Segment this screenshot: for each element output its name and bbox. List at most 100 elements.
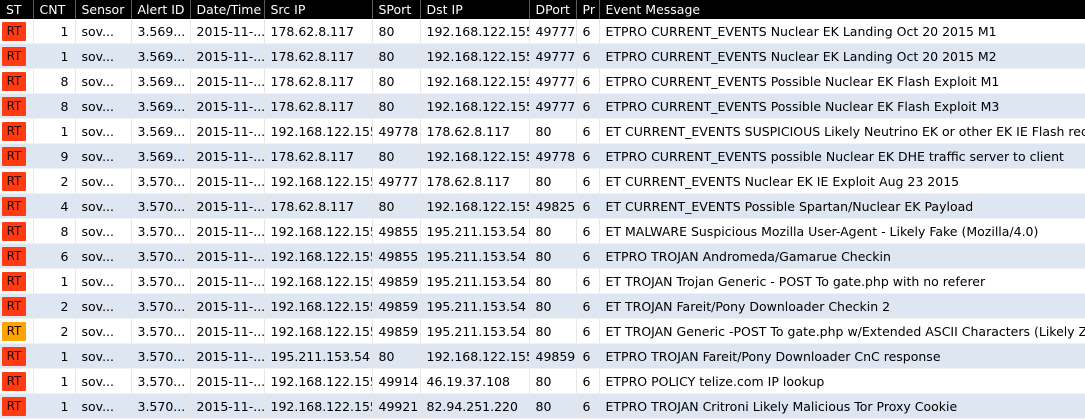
cell-src-port[interactable]: 80 — [372, 19, 421, 44]
cell-src-ip[interactable]: 178.62.8.117 — [264, 93, 373, 119]
table-row[interactable]: RT 1 sov... 3.569... 2015-11-... 178.62.8.117… — [0, 19, 1085, 44]
cell-dst-port[interactable]: 80 — [529, 168, 577, 194]
cell-count[interactable]: 2 — [33, 318, 76, 344]
cell-status[interactable]: RT — [0, 318, 34, 344]
cell-dst-port[interactable]: 49859 — [529, 343, 577, 369]
cell-status[interactable]: RT — [0, 168, 34, 194]
cell-event-message[interactable]: ET CURRENT_EVENTS Possible Spartan/Nucle… — [599, 193, 1085, 219]
cell-datetime[interactable]: 2015-11-... — [190, 218, 265, 244]
cell-dst-port[interactable]: 49825 — [529, 193, 577, 219]
cell-alert-id[interactable]: 3.570... — [131, 268, 191, 294]
cell-src-ip[interactable]: 192.168.122.155 — [264, 293, 373, 319]
cell-protocol[interactable]: 6 — [576, 43, 600, 69]
cell-count[interactable]: 4 — [33, 193, 76, 219]
cell-dst-port[interactable]: 80 — [529, 118, 577, 144]
table-row[interactable]: RT 1 sov... 3.570... 2015-11-... 192.168.122.… — [0, 368, 1085, 394]
cell-src-ip[interactable]: 192.168.122.155 — [264, 168, 373, 194]
table-row[interactable]: RT 8 sov... 3.569... 2015-11-... 178.62.8.117… — [0, 68, 1085, 94]
cell-src-port[interactable]: 49859 — [372, 268, 421, 294]
cell-protocol[interactable]: 6 — [576, 393, 600, 419]
cell-src-port[interactable]: 80 — [372, 43, 421, 69]
cell-src-port[interactable]: 80 — [372, 68, 421, 94]
cell-count[interactable]: 9 — [33, 143, 76, 169]
cell-sensor[interactable]: sov... — [75, 243, 132, 269]
cell-protocol[interactable]: 6 — [576, 318, 600, 344]
cell-alert-id[interactable]: 3.570... — [131, 393, 191, 419]
cell-protocol[interactable]: 6 — [576, 368, 600, 394]
cell-dst-ip[interactable]: 192.168.122.155 — [420, 193, 530, 219]
cell-dst-port[interactable]: 49777 — [529, 93, 577, 119]
cell-src-ip[interactable]: 178.62.8.117 — [264, 43, 373, 69]
cell-alert-id[interactable]: 3.569... — [131, 68, 191, 94]
cell-src-ip[interactable]: 178.62.8.117 — [264, 143, 373, 169]
cell-count[interactable]: 2 — [33, 168, 76, 194]
cell-datetime[interactable]: 2015-11-... — [190, 318, 265, 344]
column-header-sensor[interactable]: Sensor — [75, 0, 132, 19]
cell-datetime[interactable]: 2015-11-... — [190, 368, 265, 394]
cell-event-message[interactable]: ET TROJAN Fareit/Pony Downloader Checkin… — [599, 293, 1085, 319]
cell-event-message[interactable]: ET MALWARE Suspicious Mozilla User-Agent… — [599, 218, 1085, 244]
cell-dst-port[interactable]: 49777 — [529, 19, 577, 44]
cell-event-message[interactable]: ETPRO CURRENT_EVENTS Nuclear EK Landing … — [599, 43, 1085, 69]
cell-event-message[interactable]: ETPRO CURRENT_EVENTS Nuclear EK Landing … — [599, 19, 1085, 44]
table-row[interactable]: RT 2 sov... 3.570... 2015-11-... 192.168.122.… — [0, 168, 1085, 194]
cell-status[interactable]: RT — [0, 143, 34, 169]
column-header-pr[interactable]: Pr — [576, 0, 600, 19]
cell-protocol[interactable]: 6 — [576, 343, 600, 369]
cell-datetime[interactable]: 2015-11-... — [190, 43, 265, 69]
cell-protocol[interactable]: 6 — [576, 168, 600, 194]
cell-dst-ip[interactable]: 192.168.122.155 — [420, 343, 530, 369]
cell-count[interactable]: 8 — [33, 218, 76, 244]
cell-status[interactable]: RT — [0, 268, 34, 294]
cell-alert-id[interactable]: 3.569... — [131, 19, 191, 44]
cell-src-ip[interactable]: 192.168.122.155 — [264, 218, 373, 244]
cell-event-message[interactable]: ET TROJAN Trojan Generic - POST To gate.… — [599, 268, 1085, 294]
cell-dst-port[interactable]: 80 — [529, 393, 577, 419]
cell-status[interactable]: RT — [0, 43, 34, 69]
cell-count[interactable]: 1 — [33, 118, 76, 144]
cell-dst-ip[interactable]: 195.211.153.54 — [420, 218, 530, 244]
cell-count[interactable]: 6 — [33, 243, 76, 269]
cell-status[interactable]: RT — [0, 293, 34, 319]
cell-dst-ip[interactable]: 46.19.37.108 — [420, 368, 530, 394]
cell-count[interactable]: 8 — [33, 93, 76, 119]
cell-event-message[interactable]: ETPRO POLICY telize.com IP lookup — [599, 368, 1085, 394]
cell-count[interactable]: 1 — [33, 19, 76, 44]
cell-protocol[interactable]: 6 — [576, 19, 600, 44]
cell-sensor[interactable]: sov... — [75, 268, 132, 294]
cell-count[interactable]: 1 — [33, 343, 76, 369]
cell-protocol[interactable]: 6 — [576, 118, 600, 144]
cell-alert-id[interactable]: 3.570... — [131, 218, 191, 244]
cell-protocol[interactable]: 6 — [576, 193, 600, 219]
cell-sensor[interactable]: sov... — [75, 218, 132, 244]
cell-src-ip[interactable]: 192.168.122.155 — [264, 268, 373, 294]
cell-status[interactable]: RT — [0, 118, 34, 144]
cell-dst-port[interactable]: 80 — [529, 218, 577, 244]
cell-sensor[interactable]: sov... — [75, 68, 132, 94]
cell-alert-id[interactable]: 3.570... — [131, 168, 191, 194]
column-header-dst-ip[interactable]: Dst IP — [420, 0, 530, 19]
cell-protocol[interactable]: 6 — [576, 243, 600, 269]
table-row[interactable]: RT 2 sov... 3.570... 2015-11-... 192.168.122.… — [0, 293, 1085, 319]
cell-dst-port[interactable]: 80 — [529, 293, 577, 319]
cell-status[interactable]: RT — [0, 343, 34, 369]
cell-dst-port[interactable]: 49777 — [529, 43, 577, 69]
cell-alert-id[interactable]: 3.570... — [131, 193, 191, 219]
table-row[interactable]: RT 9 sov... 3.569... 2015-11-... 178.62.8.117… — [0, 143, 1085, 169]
table-row[interactable]: RT 1 sov... 3.570... 2015-11-... 192.168.122.… — [0, 393, 1085, 419]
column-header-dport[interactable]: DPort — [529, 0, 577, 19]
cell-event-message[interactable]: ETPRO CURRENT_EVENTS Possible Nuclear EK… — [599, 93, 1085, 119]
cell-protocol[interactable]: 6 — [576, 268, 600, 294]
cell-status[interactable]: RT — [0, 393, 34, 419]
cell-count[interactable]: 1 — [33, 268, 76, 294]
cell-event-message[interactable]: ETPRO CURRENT_EVENTS Possible Nuclear EK… — [599, 68, 1085, 94]
cell-datetime[interactable]: 2015-11-... — [190, 143, 265, 169]
cell-datetime[interactable]: 2015-11-... — [190, 168, 265, 194]
cell-event-message[interactable]: ETPRO TROJAN Fareit/Pony Downloader CnC … — [599, 343, 1085, 369]
table-row[interactable]: RT 8 sov... 3.569... 2015-11-... 178.62.8.117… — [0, 93, 1085, 119]
cell-sensor[interactable]: sov... — [75, 318, 132, 344]
cell-dst-port[interactable]: 80 — [529, 243, 577, 269]
cell-status[interactable]: RT — [0, 243, 34, 269]
cell-event-message[interactable]: ET CURRENT_EVENTS SUSPICIOUS Likely Neut… — [599, 118, 1085, 144]
cell-dst-ip[interactable]: 195.211.153.54 — [420, 243, 530, 269]
